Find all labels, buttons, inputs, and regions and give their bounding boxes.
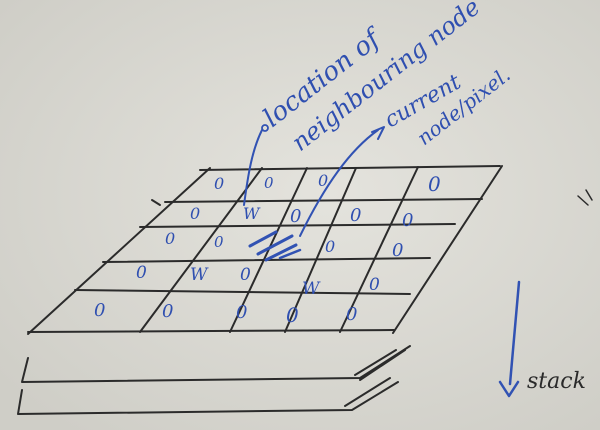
cell-zero: 0 <box>369 275 380 295</box>
stack-arrow-line <box>508 280 521 386</box>
cell-zero: 0 <box>136 263 147 283</box>
cell-zero: 0 <box>214 174 224 193</box>
stack-connector <box>359 349 406 381</box>
stack-indicator: stack <box>498 280 586 398</box>
grid-tick <box>151 199 161 206</box>
cell-zero: 0 <box>428 172 441 196</box>
current-arrow-head <box>371 126 385 140</box>
grid-col-line <box>392 165 503 334</box>
hatch-line <box>248 230 278 248</box>
cell-zero: 0 <box>214 233 224 251</box>
hatch-line <box>256 234 294 256</box>
grid-row-line <box>164 198 483 203</box>
cell-marks: 0 0 0 0 0 W 0 0 0 0 0 0 0 0 W 0 W 0 0 0 … <box>94 171 441 327</box>
cell-zero: 0 <box>290 206 301 227</box>
cell-zero: 0 <box>264 174 274 192</box>
grid-row-line <box>27 329 395 333</box>
cell-zero: 0 <box>236 302 247 323</box>
cell-zero: 0 <box>240 265 251 285</box>
current-node-hatch <box>248 230 302 262</box>
cell-w-neighbour: W <box>190 265 209 285</box>
cell-zero: 0 <box>286 303 299 327</box>
grid-col-line <box>139 167 263 333</box>
grid-row-line <box>74 289 411 295</box>
cell-zero: 0 <box>94 300 105 321</box>
stack-layer-2-edge <box>344 377 391 407</box>
pixel-grid <box>27 165 503 335</box>
cell-zero: 0 <box>162 301 173 322</box>
stack-layer-2 <box>17 381 399 415</box>
cell-zero: 0 <box>318 171 328 190</box>
cell-w-neighbour: W <box>302 279 321 299</box>
cell-zero: 0 <box>165 229 175 248</box>
cell-zero: 0 <box>350 205 361 226</box>
grid-col-line <box>339 166 419 333</box>
stack-arrow-head <box>498 380 520 398</box>
stack-layers <box>17 345 411 415</box>
neighbour-arrow-line <box>243 129 263 206</box>
grid-col-line <box>27 167 211 335</box>
stack-layer-1 <box>21 345 411 383</box>
hatch-line <box>278 248 302 260</box>
neighbour-arrow-origin <box>261 124 269 132</box>
current-arrow-line <box>299 129 379 237</box>
cell-zero: 0 <box>346 304 357 325</box>
cell-zero: 0 <box>325 237 335 256</box>
hatch-line <box>264 243 298 262</box>
stack-label: stack <box>527 369 586 394</box>
cell-zero: 0 <box>402 210 413 231</box>
cell-zero: 0 <box>392 240 403 261</box>
grid-row-line <box>139 223 456 228</box>
annotation-arrows <box>243 124 385 237</box>
grid-col-line <box>284 167 357 333</box>
cell-w-neighbour: W <box>243 204 261 223</box>
stack-layer-1-edge <box>354 349 397 376</box>
stray-mark <box>577 189 593 206</box>
cell-zero: 0 <box>190 204 200 223</box>
